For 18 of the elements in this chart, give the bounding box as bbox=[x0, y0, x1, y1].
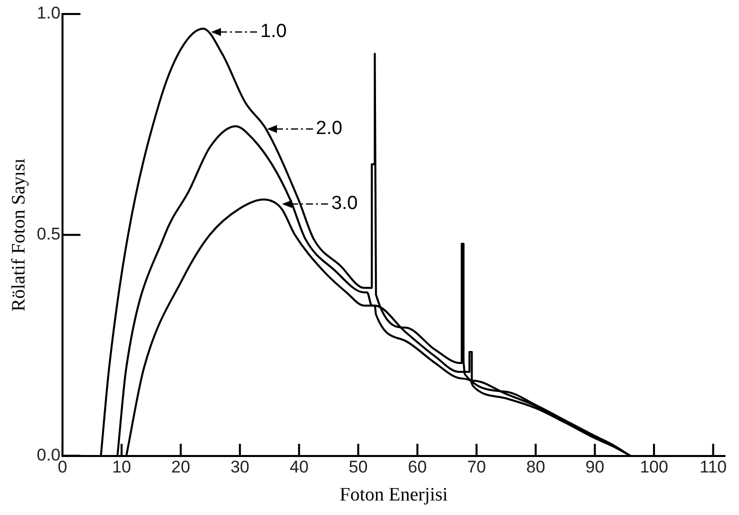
x-tick-label: 50 bbox=[348, 458, 368, 477]
x-tick-label: 100 bbox=[640, 458, 668, 477]
x-tick-label: 10 bbox=[112, 458, 132, 477]
y-tick-label: 1.0 bbox=[36, 4, 60, 23]
x-tick-label: 110 bbox=[700, 458, 727, 477]
x-tick-label: 30 bbox=[230, 458, 250, 477]
annotation: 1.0 bbox=[260, 20, 287, 42]
x-tick-label: 70 bbox=[467, 458, 486, 477]
annotation: 2.0 bbox=[316, 118, 342, 140]
x-tick-label: 20 bbox=[171, 458, 190, 477]
x-tick-label: 80 bbox=[526, 458, 546, 477]
y-axis-title: Rölatif Foton Sayısı bbox=[8, 158, 30, 312]
x-tick-label: 40 bbox=[290, 458, 309, 477]
x-axis-title: Foton Enerjisi bbox=[340, 484, 448, 506]
x-tick-label: 90 bbox=[585, 458, 604, 477]
annotation: 3.0 bbox=[331, 193, 358, 214]
x-tick-label: 60 bbox=[408, 458, 427, 477]
y-tick-label: 0.5 bbox=[36, 224, 60, 244]
